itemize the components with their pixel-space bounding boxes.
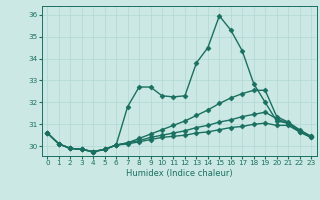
- X-axis label: Humidex (Indice chaleur): Humidex (Indice chaleur): [126, 169, 233, 178]
